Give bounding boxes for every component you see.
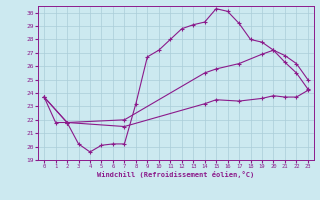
X-axis label: Windchill (Refroidissement éolien,°C): Windchill (Refroidissement éolien,°C) xyxy=(97,171,255,178)
